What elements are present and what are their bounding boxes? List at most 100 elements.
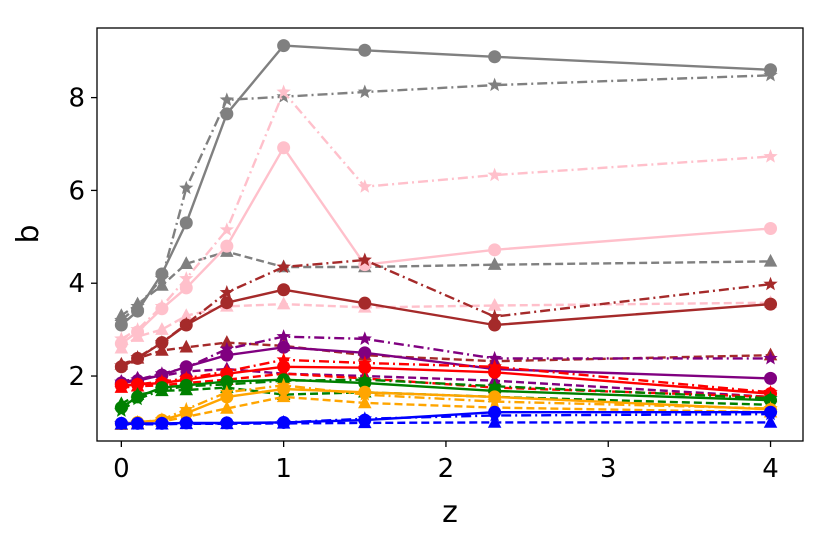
data-point [764, 371, 778, 385]
y-tick-label: 2 [68, 362, 85, 392]
data-point [130, 387, 145, 400]
data-point [276, 377, 291, 392]
x-tick-label: 4 [762, 454, 779, 484]
data-point [277, 39, 291, 53]
data-point [130, 322, 145, 336]
data-point [114, 308, 129, 321]
data-point [130, 378, 145, 392]
data-point [276, 329, 291, 343]
data-point [155, 278, 169, 291]
data-point [763, 350, 778, 365]
data-point [276, 296, 291, 310]
data-point [277, 283, 291, 297]
data-point [130, 296, 145, 310]
data-point [487, 77, 502, 92]
series-line [120, 378, 771, 412]
x-axis-label: z [442, 495, 458, 530]
y-axis-label: b [11, 224, 46, 243]
data-point [130, 350, 145, 364]
data-point [179, 271, 194, 285]
data-point [219, 92, 234, 106]
data-point [114, 318, 128, 332]
data-point [155, 383, 169, 397]
data-point [487, 378, 502, 393]
data-point [114, 416, 129, 430]
data-point [155, 322, 169, 335]
y-tick-label: 6 [68, 176, 85, 206]
data-point [179, 382, 194, 396]
data-point [114, 396, 129, 410]
data-point [179, 339, 194, 353]
data-point [114, 340, 129, 354]
data-point [276, 259, 291, 274]
data-point [220, 239, 234, 253]
data-point [219, 384, 234, 399]
data-point [357, 387, 372, 401]
data-point [220, 296, 234, 310]
data-point [179, 363, 194, 377]
data-point [179, 216, 193, 230]
data-point [487, 297, 502, 311]
data-point [219, 363, 234, 378]
data-point [764, 221, 778, 235]
x-tick-label: 3 [600, 454, 617, 484]
data-point [488, 243, 502, 257]
data-point [179, 256, 194, 269]
data-point [114, 331, 129, 345]
data-point [276, 89, 291, 103]
data-point [179, 416, 194, 430]
data-point [276, 389, 291, 403]
data-point [179, 281, 193, 295]
data-point [114, 380, 129, 393]
data-point [358, 346, 372, 360]
data-point [357, 372, 372, 386]
data-point [114, 356, 129, 370]
y-tick-label: 4 [68, 269, 85, 299]
data-point [487, 408, 502, 422]
data-point [114, 403, 129, 417]
data-point [763, 149, 778, 163]
data-point [130, 329, 145, 342]
x-tick-label: 2 [438, 454, 455, 484]
data-point [179, 180, 194, 195]
series-line [120, 90, 771, 340]
data-point [488, 50, 502, 64]
data-point [357, 355, 372, 370]
data-point [358, 361, 372, 375]
series-layer [114, 39, 778, 431]
x-tick-label: 0 [113, 454, 130, 484]
data-point [220, 335, 234, 348]
data-point [763, 406, 778, 421]
data-point [154, 271, 170, 285]
data-point [357, 331, 372, 345]
series-line [121, 372, 771, 399]
data-point [358, 395, 372, 409]
data-point [488, 318, 502, 332]
data-point [154, 335, 170, 349]
data-point [130, 416, 145, 430]
axis-layer: 0 1 2 3 4 2 4 6 8 [68, 84, 778, 484]
data-point [358, 296, 372, 310]
data-point [487, 257, 502, 270]
data-point [487, 359, 502, 373]
data-point [358, 43, 372, 57]
data-point [277, 141, 291, 155]
data-point [487, 309, 502, 323]
data-point [179, 316, 194, 331]
data-point [357, 252, 372, 267]
data-point [155, 343, 169, 356]
data-point [219, 341, 234, 356]
data-point [220, 107, 234, 121]
data-point [763, 414, 778, 428]
data-point [763, 276, 778, 291]
data-point [155, 416, 169, 430]
data-point [179, 308, 194, 321]
y-tick-label: 8 [68, 84, 85, 114]
data-point [276, 84, 291, 99]
data-point [358, 415, 372, 429]
data-point [487, 167, 502, 182]
data-point [220, 401, 234, 414]
data-point [763, 253, 778, 267]
